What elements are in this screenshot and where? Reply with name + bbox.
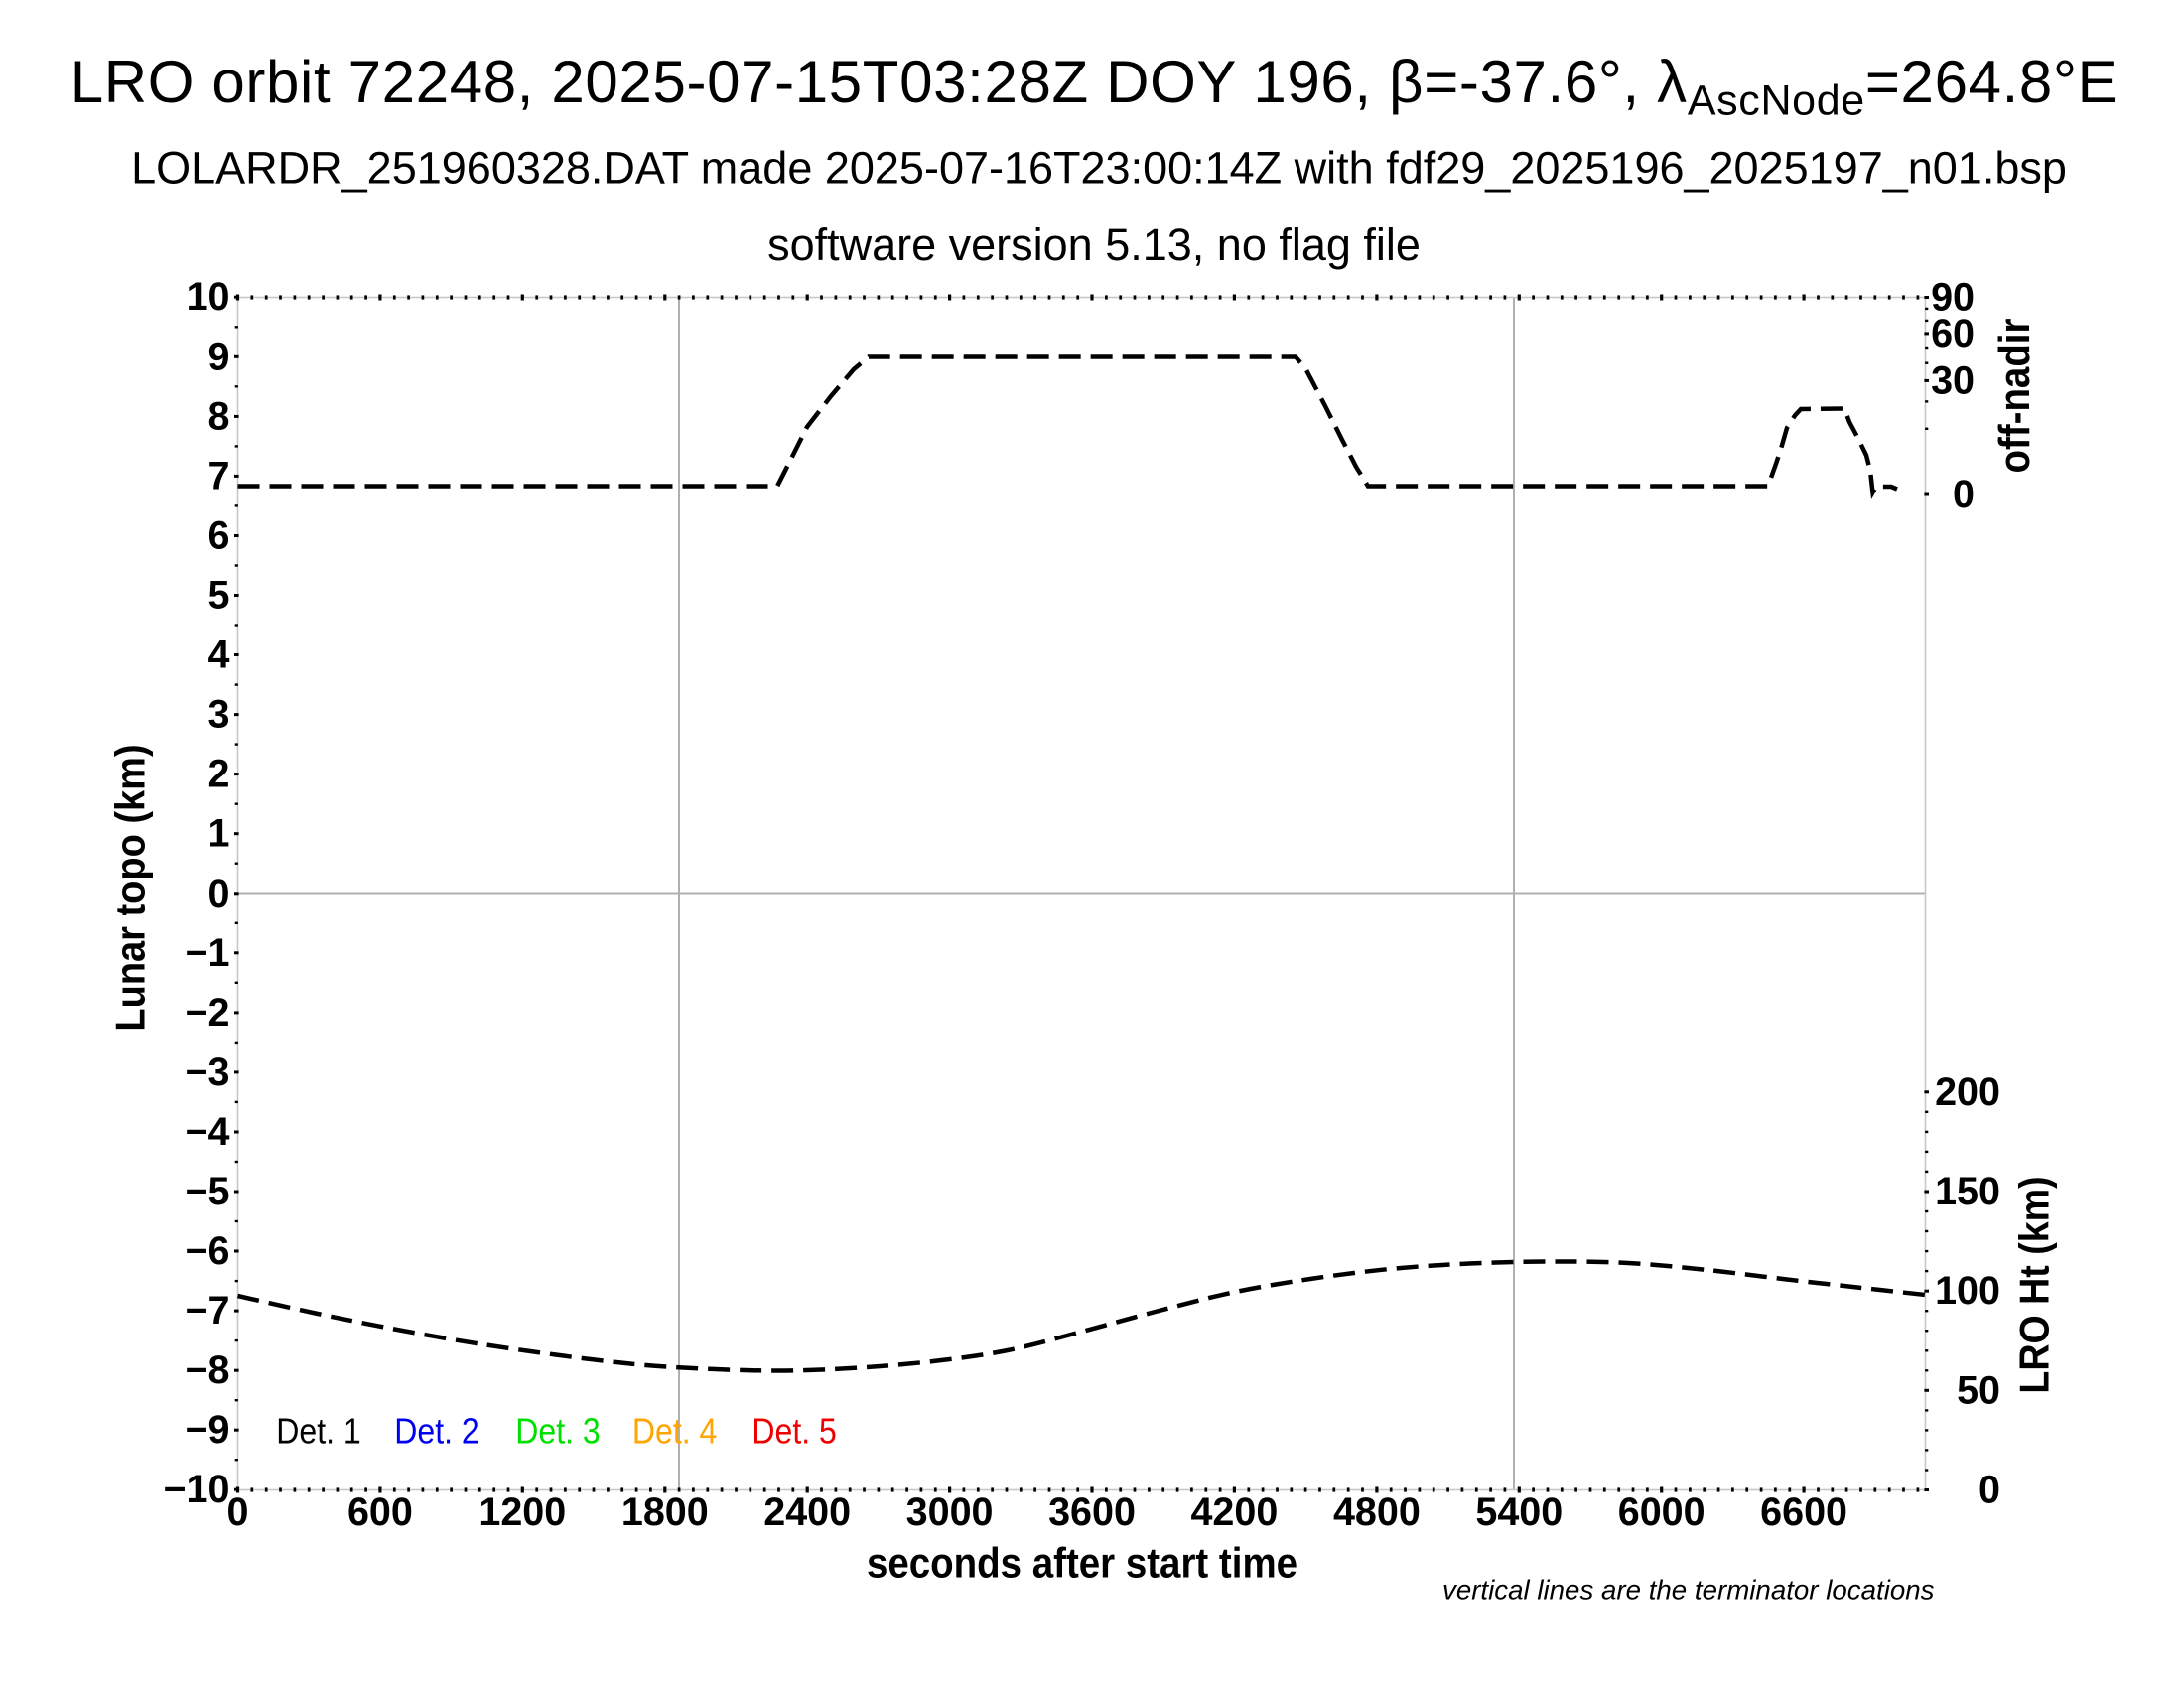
svg-text:30: 30 <box>1931 358 1975 402</box>
svg-text:90: 90 <box>1931 276 1975 320</box>
svg-text:150: 150 <box>1935 1170 2000 1213</box>
svg-text:50: 50 <box>1957 1368 2000 1412</box>
svg-text:software version 5.13, no flag: software version 5.13, no flag file <box>767 219 1421 270</box>
svg-text:Det. 1: Det. 1 <box>276 1412 360 1452</box>
svg-text:7: 7 <box>208 454 230 497</box>
svg-text:5400: 5400 <box>1475 1490 1563 1534</box>
svg-text:−10: −10 <box>163 1468 229 1511</box>
svg-text:Det. 3: Det. 3 <box>515 1412 600 1452</box>
svg-text:LRO Ht (km): LRO Ht (km) <box>2012 1176 2058 1393</box>
svg-text:4200: 4200 <box>1190 1490 1278 1534</box>
svg-text:Lunar topo (km): Lunar topo (km) <box>108 744 154 1031</box>
svg-text:6: 6 <box>208 514 230 558</box>
svg-text:2400: 2400 <box>763 1490 851 1534</box>
svg-text:1200: 1200 <box>478 1490 566 1534</box>
svg-text:5: 5 <box>208 574 230 618</box>
svg-text:−6: −6 <box>185 1229 229 1273</box>
svg-text:6000: 6000 <box>1618 1490 1706 1534</box>
svg-text:0: 0 <box>1953 473 1975 516</box>
svg-text:6600: 6600 <box>1760 1490 1847 1534</box>
svg-text:LOLARDR_251960328.DAT made 202: LOLARDR_251960328.DAT made 2025-07-16T23… <box>131 143 2067 194</box>
svg-text:10: 10 <box>187 275 230 319</box>
svg-text:3: 3 <box>208 693 230 737</box>
svg-text:2: 2 <box>208 753 230 796</box>
svg-text:0: 0 <box>208 872 230 915</box>
svg-text:seconds after start time: seconds after start time <box>867 1539 1297 1587</box>
svg-text:−5: −5 <box>185 1170 229 1213</box>
svg-text:−1: −1 <box>185 931 229 975</box>
svg-text:Det. 5: Det. 5 <box>751 1412 836 1452</box>
svg-text:3000: 3000 <box>906 1490 994 1534</box>
svg-text:0: 0 <box>227 1490 249 1534</box>
svg-text:−2: −2 <box>185 991 229 1035</box>
svg-text:−8: −8 <box>185 1348 229 1392</box>
svg-text:0: 0 <box>1979 1469 2000 1512</box>
svg-text:−7: −7 <box>185 1289 229 1333</box>
svg-text:4: 4 <box>208 633 230 677</box>
svg-text:1: 1 <box>208 812 230 856</box>
svg-text:9: 9 <box>208 335 230 378</box>
svg-text:−9: −9 <box>185 1408 229 1452</box>
svg-text:off-nadir: off-nadir <box>1990 319 2039 474</box>
svg-text:60: 60 <box>1931 312 1975 355</box>
svg-text:8: 8 <box>208 394 230 438</box>
svg-text:600: 600 <box>347 1490 413 1534</box>
svg-text:−4: −4 <box>185 1110 229 1154</box>
svg-text:3600: 3600 <box>1048 1490 1136 1534</box>
svg-text:1800: 1800 <box>621 1490 709 1534</box>
svg-text:100: 100 <box>1935 1269 2000 1313</box>
svg-text:Det. 2: Det. 2 <box>394 1412 478 1452</box>
svg-text:vertical lines are the termina: vertical lines are the terminator locati… <box>1442 1575 1935 1606</box>
svg-text:200: 200 <box>1935 1070 2000 1114</box>
svg-text:Det. 4: Det. 4 <box>632 1412 717 1452</box>
svg-text:4800: 4800 <box>1333 1490 1421 1534</box>
svg-text:−3: −3 <box>185 1051 229 1094</box>
